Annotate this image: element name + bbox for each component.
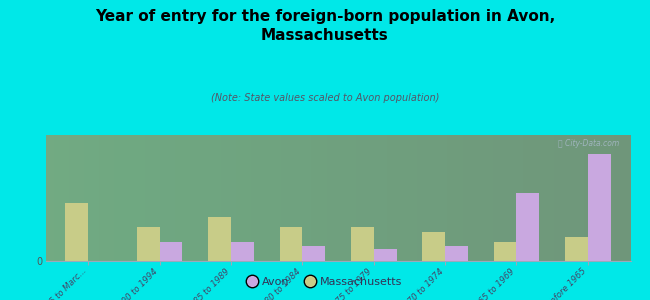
Bar <box>231 242 254 261</box>
Bar <box>516 193 540 261</box>
Text: Year of entry for the foreign-born population in Avon,
Massachusetts: Year of entry for the foreign-born popul… <box>95 9 555 43</box>
Bar <box>160 242 183 261</box>
Text: Ⓜ City-Data.com: Ⓜ City-Data.com <box>558 139 619 148</box>
Bar <box>66 203 88 261</box>
Bar <box>565 237 588 261</box>
Bar <box>422 232 445 261</box>
Bar <box>588 154 610 261</box>
Text: (Note: State values scaled to Avon population): (Note: State values scaled to Avon popul… <box>211 93 439 103</box>
Bar <box>208 218 231 261</box>
Bar <box>374 249 396 261</box>
Bar <box>445 247 468 261</box>
Bar <box>493 242 516 261</box>
Bar <box>351 227 374 261</box>
Legend: Avon, Massachusetts: Avon, Massachusetts <box>243 273 407 291</box>
Bar <box>302 247 325 261</box>
Bar <box>280 227 302 261</box>
Bar <box>136 227 160 261</box>
